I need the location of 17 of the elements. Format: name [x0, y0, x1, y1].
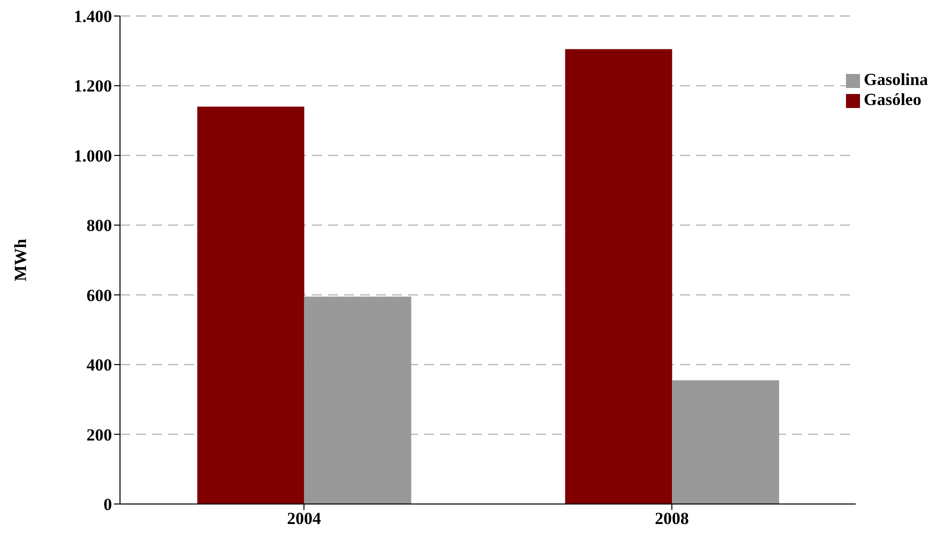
x-tick-label: 2008 — [654, 509, 689, 528]
y-axis-title: MWh — [11, 238, 30, 282]
bar — [197, 106, 304, 504]
y-tick-label: 200 — [86, 425, 112, 444]
bar — [304, 296, 412, 504]
legend-label: Gasolina — [864, 70, 928, 89]
y-tick-label: 1.000 — [74, 146, 112, 166]
bar — [565, 49, 672, 504]
y-tick-label: 1.400 — [74, 7, 112, 26]
legend-label: Gasóleo — [864, 90, 922, 109]
x-tick-label: 2004 — [286, 509, 322, 528]
y-tick-label: 1.200 — [74, 76, 112, 96]
y-tick-label: 0 — [104, 495, 112, 514]
y-tick-label: 600 — [86, 286, 112, 305]
bar — [672, 380, 780, 504]
y-tick-label: 800 — [86, 216, 112, 236]
y-tick-label: 400 — [86, 356, 112, 375]
